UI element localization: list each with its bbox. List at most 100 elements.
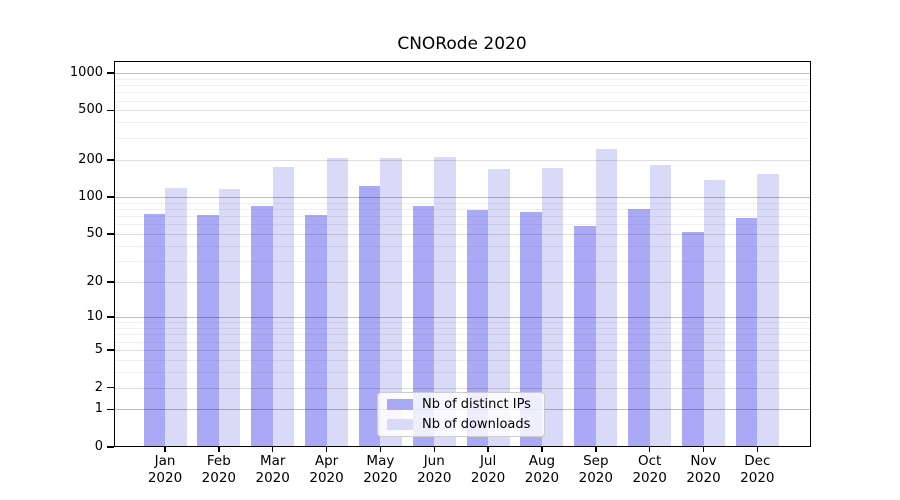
gridline	[113, 159, 811, 161]
legend-label: Nb of downloads	[422, 417, 531, 432]
gridline	[113, 72, 811, 74]
x-tick-mark	[595, 447, 597, 452]
gridline	[113, 224, 811, 226]
y-tick-mark	[106, 72, 114, 74]
gridline	[113, 359, 811, 361]
bar-downloads	[649, 164, 672, 447]
bar-distinct-ips	[735, 217, 758, 447]
legend-item: Nb of downloads	[387, 417, 534, 432]
gridline	[113, 261, 811, 263]
x-tick-label: Nov 2020	[686, 453, 721, 486]
bar-downloads	[757, 174, 779, 447]
y-tick-label: 100	[78, 189, 103, 205]
gridline	[113, 209, 811, 211]
bar-downloads	[218, 188, 241, 447]
y-tick-label: 2	[94, 379, 103, 395]
x-tick-mark	[271, 447, 274, 452]
y-tick-label: 0	[94, 439, 103, 454]
gridline	[113, 197, 811, 199]
gridline	[113, 317, 811, 319]
y-tick-mark	[106, 109, 114, 112]
bar-downloads	[541, 167, 564, 447]
gridline	[113, 92, 811, 94]
x-tick-label: Feb 2020	[201, 453, 237, 486]
x-tick-label: May 2020	[363, 453, 398, 486]
x-tick-label: Mar 2020	[255, 453, 290, 486]
gridline	[113, 202, 811, 204]
y-tick-mark	[106, 159, 114, 161]
gridline	[113, 216, 811, 218]
chart-title: CNORode 2020	[397, 34, 527, 54]
x-tick-label: Jan 2020	[147, 453, 183, 486]
y-tick-label: 10	[86, 309, 103, 325]
y-tick-label: 20	[86, 274, 103, 290]
y-tick-label: 1000	[69, 64, 103, 80]
legend-label: Nb of distinct IPs	[422, 397, 531, 412]
bar-distinct-ips	[251, 206, 273, 447]
bar-distinct-ips	[143, 213, 165, 447]
bar-downloads	[165, 187, 187, 447]
bar-downloads	[488, 169, 510, 447]
y-tick-label: 50	[86, 226, 103, 242]
gridline	[113, 110, 811, 112]
bar-downloads	[595, 149, 618, 447]
x-tick-mark	[648, 447, 651, 452]
bar-downloads	[380, 158, 402, 447]
y-tick-label: 1	[94, 401, 103, 417]
x-tick-mark	[325, 447, 328, 452]
gridline	[113, 282, 811, 284]
legend-swatch-icon	[387, 399, 413, 410]
x-tick-mark	[218, 447, 220, 452]
x-tick-mark	[433, 447, 435, 452]
bar-distinct-ips	[682, 232, 704, 447]
y-tick-mark	[106, 349, 114, 351]
y-tick-label: 200	[78, 151, 103, 167]
x-tick-label: Jul 2020	[470, 453, 506, 486]
gridline	[113, 349, 811, 351]
bar-downloads	[326, 157, 349, 447]
x-tick-label: Apr 2020	[309, 453, 344, 486]
y-tick-mark	[106, 281, 114, 283]
gridline	[113, 322, 811, 324]
bar-downloads	[272, 166, 295, 447]
x-tick-mark	[487, 447, 489, 452]
bar-distinct-ips	[574, 226, 596, 447]
gridline	[113, 245, 811, 247]
bar-distinct-ips	[197, 215, 219, 447]
gridline	[113, 137, 811, 139]
gridline	[113, 371, 811, 373]
gridline	[113, 78, 811, 80]
y-tick-mark	[106, 196, 114, 198]
x-tick-mark	[164, 447, 166, 452]
x-tick-label: Jun 2020	[417, 453, 452, 486]
bar-distinct-ips	[628, 209, 650, 447]
x-tick-label: Aug 2020	[524, 453, 560, 486]
legend-item: Nb of distinct IPs	[387, 397, 534, 412]
bar-distinct-ips	[466, 210, 489, 447]
bar-distinct-ips	[305, 215, 327, 447]
bar-downloads	[434, 156, 456, 447]
bar-downloads	[703, 179, 725, 447]
gridline	[113, 341, 811, 343]
y-tick-label: 500	[78, 102, 103, 118]
gridline	[113, 328, 811, 330]
legend-swatch-icon	[387, 419, 413, 430]
y-tick-mark	[106, 386, 114, 389]
bar-distinct-ips	[412, 205, 435, 447]
gridline	[113, 387, 811, 389]
legend-box: Nb of distinct IPs Nb of downloads	[377, 392, 545, 437]
x-tick-label: Sep 2020	[578, 453, 613, 486]
y-tick-mark	[106, 446, 114, 448]
bar-distinct-ips	[358, 186, 381, 447]
x-tick-label: Oct 2020	[632, 453, 667, 486]
x-tick-mark	[702, 447, 705, 452]
y-tick-mark	[106, 316, 114, 318]
gridline	[113, 84, 811, 86]
y-tick-mark	[106, 408, 114, 411]
x-tick-mark	[756, 447, 759, 452]
gridline	[113, 100, 811, 102]
x-tick-mark	[379, 447, 382, 452]
bar-distinct-ips	[520, 211, 542, 447]
plot-border	[113, 61, 811, 447]
